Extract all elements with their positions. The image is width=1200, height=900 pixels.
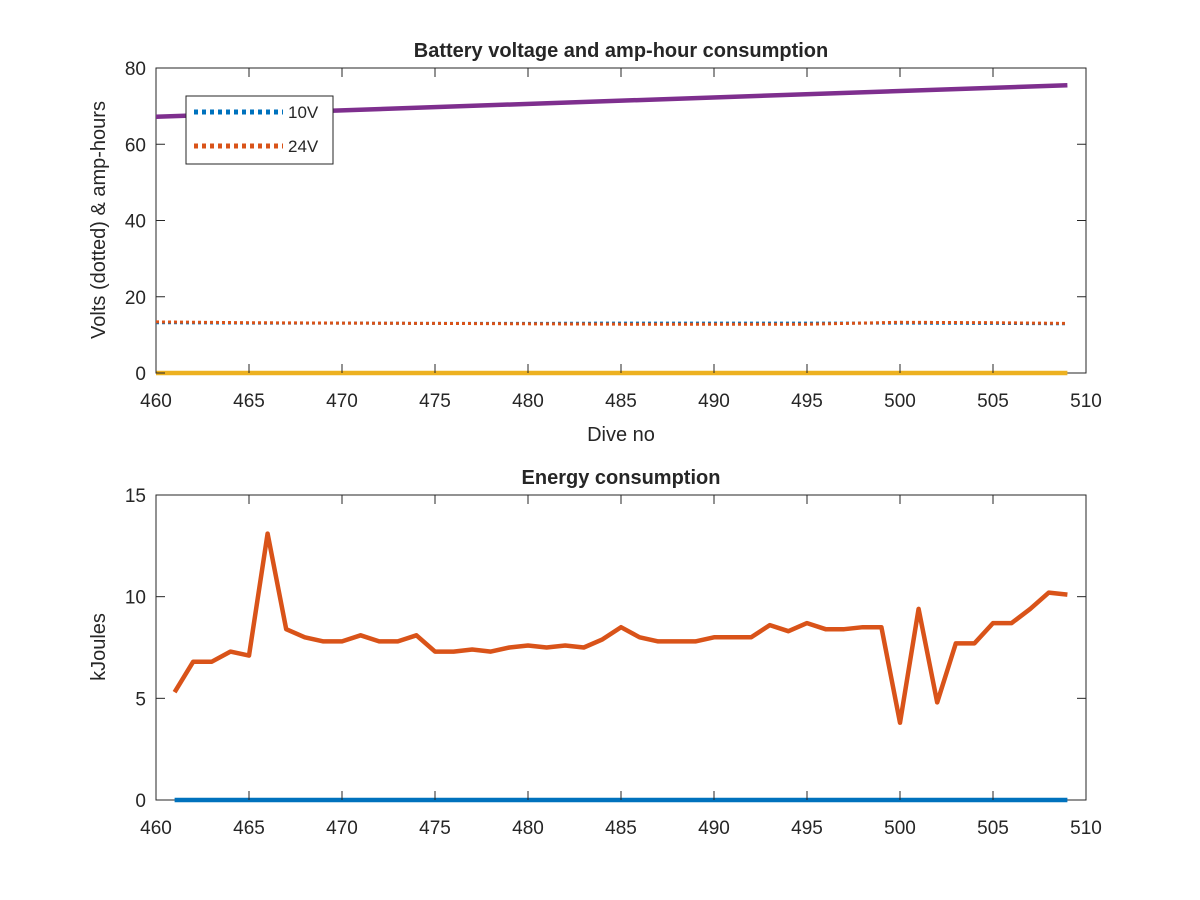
x-tick-label: 505: [977, 391, 1009, 412]
x-tick-label: 500: [884, 818, 916, 839]
series-line-0: [172, 531, 1068, 725]
x-tick-label: 475: [419, 818, 451, 839]
x-tick-label: 480: [512, 391, 544, 412]
legend-label-10v: 10V: [288, 103, 319, 122]
ticks-layer: 460 465 470 475 480 485 490 495 500 505 510 0 20 40 60…: [125, 59, 1102, 412]
y-tick-label: 40: [125, 212, 146, 233]
x-tick-label: 470: [326, 391, 358, 412]
x-tick-label: 495: [791, 818, 823, 839]
x-tick-label: 470: [326, 818, 358, 839]
y-axis-label: Volts (dotted) & amp-hours: [88, 101, 110, 339]
x-tick-label: 505: [977, 818, 1009, 839]
chart-title: Energy consumption: [522, 467, 721, 489]
x-tick-label: 460: [140, 818, 172, 839]
y-axis-label: kJoules: [88, 613, 110, 681]
y-tick-label: 10: [125, 588, 146, 609]
series-line-24v: [155, 320, 1068, 326]
x-tick-label: 490: [698, 391, 730, 412]
x-tick-label: 485: [605, 818, 637, 839]
y-tick-label: 5: [135, 689, 146, 710]
x-tick-label: 495: [791, 391, 823, 412]
y-tick-label: 20: [125, 288, 146, 309]
x-tick-label: 490: [698, 818, 730, 839]
plot-area: [155, 494, 1087, 801]
x-tick-label: 480: [512, 818, 544, 839]
chart-title: Battery voltage and amp-hour consumption: [414, 40, 828, 62]
y-tick-label: 60: [125, 135, 146, 156]
energy-chart: 460 465 470 475 480 485 490 495 500 505 510051015 …: [88, 467, 1102, 839]
legend-label-24v: 24V: [288, 137, 319, 156]
y-tick-label: 15: [125, 486, 146, 507]
x-tick-label: 465: [233, 391, 265, 412]
battery-chart: 460 465 470 475 480 485 490 495 500 505 510 0 20 40 60…: [88, 40, 1102, 446]
y-tick-label: 0: [135, 791, 146, 812]
x-axis-label: Dive no: [587, 424, 655, 446]
x-tick-label: 460: [140, 391, 172, 412]
x-tick-label: 465: [233, 818, 265, 839]
x-tick-label: 510: [1070, 818, 1102, 839]
x-tick-label: 475: [419, 391, 451, 412]
x-tick-label: 510: [1070, 391, 1102, 412]
x-tick-label: 500: [884, 391, 916, 412]
x-tick-label: 485: [605, 391, 637, 412]
legend: 10V 24V: [185, 95, 334, 165]
legend-box: [185, 95, 334, 165]
y-tick-label: 0: [135, 364, 146, 385]
y-tick-label: 80: [125, 59, 146, 80]
